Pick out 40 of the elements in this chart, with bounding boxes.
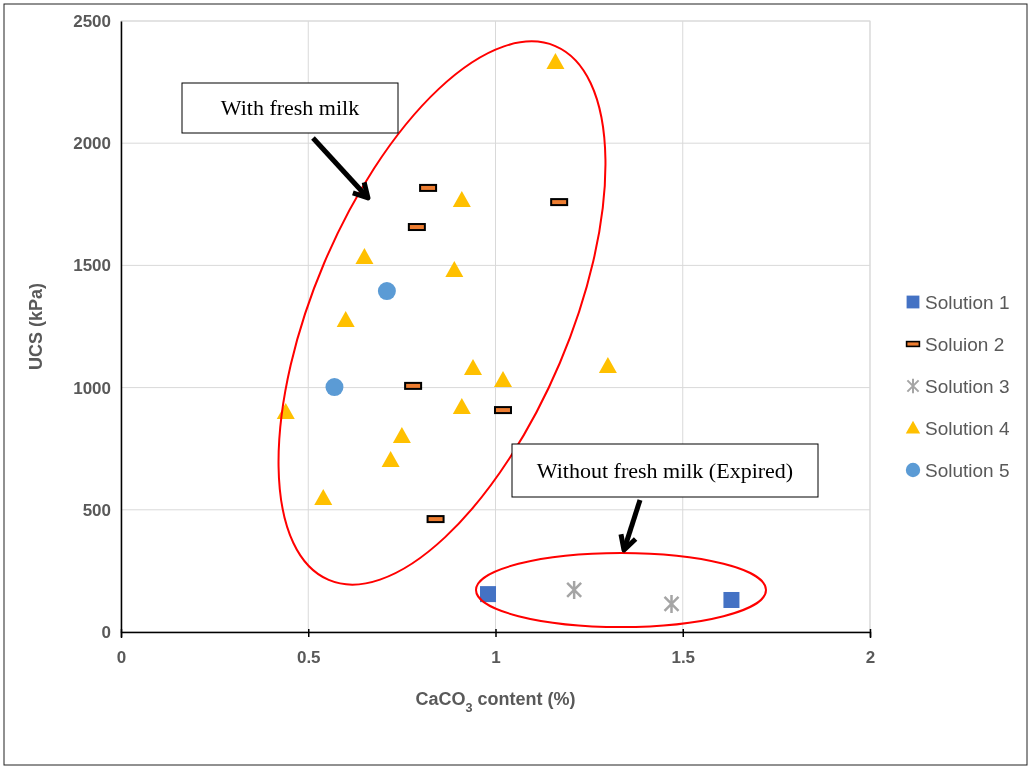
y-tick-label: 2000 [73, 134, 111, 154]
point [445, 261, 464, 278]
y-tick-label: 500 [82, 500, 111, 520]
point [355, 248, 374, 265]
legend-label: Solution 1 [925, 292, 1010, 313]
y-tick-label: 1000 [73, 378, 111, 398]
point [565, 579, 583, 601]
x-tick-label: 0.5 [296, 648, 321, 668]
annotation: With fresh milk [220, 95, 360, 120]
point [493, 371, 512, 388]
y-tick-label: 2500 [73, 11, 111, 31]
point [452, 190, 471, 207]
x-tick-label: 0 [116, 648, 127, 668]
point [314, 489, 333, 506]
legend-label: Soluion 2 [925, 334, 1005, 355]
point [325, 378, 344, 397]
y-tick-label: 1500 [73, 256, 111, 276]
point [663, 593, 680, 615]
legend-label: Solution 4 [925, 418, 1010, 439]
x-tick-label: 2 [865, 648, 876, 668]
point [452, 397, 471, 414]
point [546, 53, 565, 70]
point [464, 359, 483, 376]
annotation: Without fresh milk (Expired) [536, 457, 794, 483]
y-tick-label: 0 [101, 622, 111, 642]
point [377, 282, 396, 301]
text-box: With fresh milk [181, 82, 399, 134]
point [392, 426, 411, 443]
point [598, 357, 617, 374]
point [336, 310, 355, 327]
text-box: Without fresh milk (Expired) [511, 443, 819, 498]
x-axis-title: CaCO$_{3}$ content (%) [415, 689, 576, 715]
point [480, 586, 497, 603]
legend-label: Solution 5 [925, 460, 1010, 481]
x-tick-label: 1 [491, 648, 501, 668]
point [723, 591, 740, 608]
x-tick-label: 1.5 [671, 648, 696, 668]
legend-label: Solution 3 [925, 376, 1010, 397]
y-axis-title: UCS (kPa) [26, 282, 46, 371]
point [381, 450, 400, 467]
